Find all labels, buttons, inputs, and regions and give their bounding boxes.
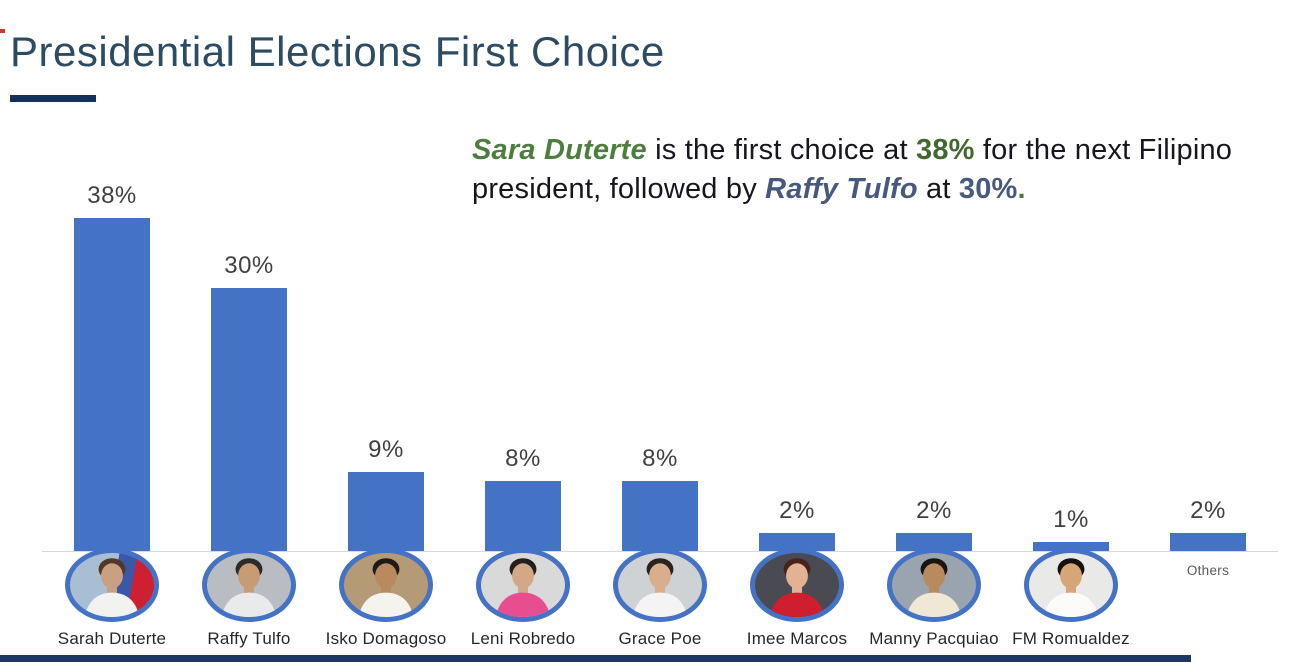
value-label-grace-poe: 8% <box>642 445 678 472</box>
bar-sarah-duterte <box>74 218 150 551</box>
candidate-photo-manny-pacquiao <box>887 548 981 622</box>
person-silhouette-icon <box>495 558 551 617</box>
person-silhouette-icon <box>1043 558 1099 617</box>
candidate-name-leni-robredo: Leni Robredo <box>470 629 576 648</box>
insight-segment: Sara Duterte <box>472 134 647 166</box>
value-label-imee-marcos: 2% <box>779 497 815 524</box>
candidate-name-manny-pacquiao: Manny Pacquiao <box>869 629 999 648</box>
candidate-name-sarah-duterte: Sarah Duterte <box>57 629 167 648</box>
page-title: Presidential Elections First Choice <box>10 28 665 75</box>
value-label-raffy-tulfo: 30% <box>224 252 274 279</box>
person-silhouette-icon <box>221 558 277 617</box>
candidate-photo-isko-domagoso <box>339 548 433 622</box>
candidate-photo-sarah-duterte <box>65 548 159 622</box>
person-silhouette-icon <box>632 558 688 617</box>
value-label-manny-pacquiao: 2% <box>916 497 952 524</box>
candidate-name-isko-domagoso: Isko Domagoso <box>325 629 447 648</box>
category-label-others: Others <box>1186 563 1230 578</box>
value-label-others: 2% <box>1190 497 1226 524</box>
insight-segment: 30% <box>958 173 1018 205</box>
candidate-name-raffy-tulfo: Raffy Tulfo <box>207 629 291 648</box>
title-underline <box>10 95 96 102</box>
insight-segment: for the next Filipino president, followe… <box>472 134 1233 205</box>
insight-segment: Raffy Tulfo <box>765 173 918 205</box>
person-silhouette-icon <box>906 558 962 617</box>
person-silhouette-icon <box>358 558 414 617</box>
insight-segment: is the first choice at <box>646 134 916 166</box>
bar-imee-marcos <box>759 533 835 551</box>
bar-grace-poe <box>622 481 698 551</box>
insight-segment: at <box>917 173 959 205</box>
insight-text: Sara Duterte is the first choice at 38% … <box>472 131 1272 209</box>
person-silhouette-icon <box>84 558 140 617</box>
candidate-photo-grace-poe <box>613 548 707 622</box>
insight-segment: . <box>1017 173 1026 205</box>
person-silhouette-icon <box>769 558 825 617</box>
bar-leni-robredo <box>485 481 561 551</box>
bar-raffy-tulfo <box>211 288 287 551</box>
bar-fm-romualdez <box>1033 542 1109 551</box>
candidate-photo-raffy-tulfo <box>202 548 296 622</box>
bar-manny-pacquiao <box>896 533 972 551</box>
candidate-photo-fm-romualdez <box>1024 548 1118 622</box>
bar-isko-domagoso <box>348 472 424 551</box>
candidate-photo-imee-marcos <box>750 548 844 622</box>
candidate-name-grace-poe: Grace Poe <box>618 629 702 648</box>
value-label-leni-robredo: 8% <box>505 445 541 472</box>
bar-others <box>1170 533 1246 551</box>
insight-segment: 38% <box>916 134 975 166</box>
value-label-sarah-duterte: 38% <box>87 182 137 209</box>
candidate-name-fm-romualdez: FM Romualdez <box>1012 629 1130 648</box>
candidate-photo-leni-robredo <box>476 548 570 622</box>
footer-bar <box>0 655 1191 662</box>
corner-red-mark <box>0 29 5 33</box>
candidate-name-imee-marcos: Imee Marcos <box>746 629 848 648</box>
value-label-isko-domagoso: 9% <box>368 436 404 463</box>
value-label-fm-romualdez: 1% <box>1053 506 1089 533</box>
